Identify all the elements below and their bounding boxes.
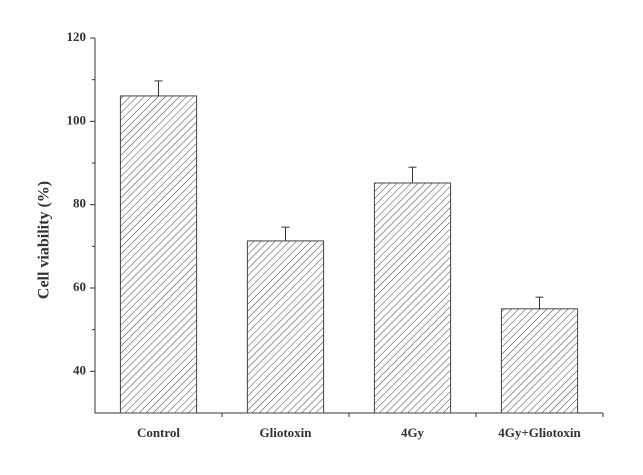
x-tick-label: Gliotoxin — [259, 425, 312, 440]
x-tick-label: Control — [137, 425, 180, 440]
y-tick-label: 120 — [67, 29, 87, 44]
bar — [373, 182, 452, 414]
y-tick-label: 100 — [67, 112, 87, 127]
y-tick-label: 40 — [73, 362, 86, 377]
bar — [500, 308, 579, 414]
y-tick-label: 60 — [73, 279, 86, 294]
x-tick-label: 4Gy+Gliotoxin — [498, 425, 581, 440]
y-tick-label: 80 — [73, 196, 86, 211]
bar — [119, 95, 198, 414]
x-tick-label: 4Gy — [401, 425, 425, 440]
bar — [246, 240, 325, 414]
y-axis-label: Cell viability (%) — [36, 181, 53, 299]
